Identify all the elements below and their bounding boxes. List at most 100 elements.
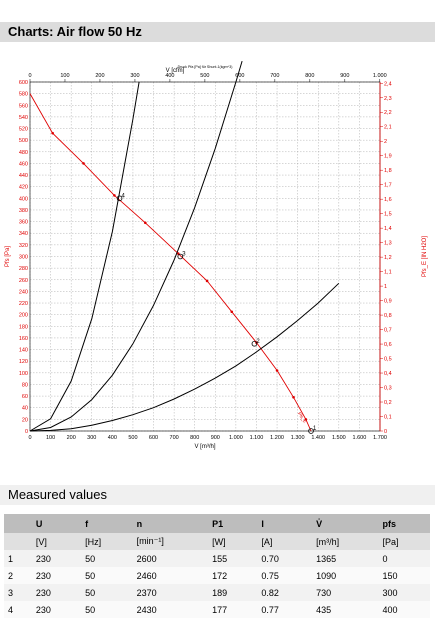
table-cell: 177 [208, 601, 258, 618]
table-cell: 230 [31, 584, 82, 601]
table-cell: 0 [378, 550, 430, 567]
air-flow-chart: Druck Pfa [Pa] für Shunt-1(kgm^3)0204060… [5, 60, 428, 450]
fan-curve-marker [82, 162, 85, 165]
x-tick-label-top: 600 [235, 73, 244, 79]
table-cell: 0.70 [257, 550, 313, 567]
y-tick-label-right: 0,4 [384, 371, 392, 377]
y-tick-label-left: 40 [22, 406, 28, 412]
unit-cell: [V] [31, 533, 82, 550]
table-cell: 400 [378, 601, 430, 618]
x-tick-label-bottom: 1.700 [373, 435, 387, 441]
y-tick-label-right: 0,5 [384, 357, 392, 363]
header-cell-voltage: U [31, 514, 82, 533]
section-title: Charts: Air flow 50 Hz [8, 24, 142, 39]
fan-curve-marker [113, 194, 116, 197]
operating-point-label: 1 [313, 426, 317, 432]
unit-cell: [Pa] [378, 533, 430, 550]
curve-annotation: Pfs_E [297, 411, 308, 424]
y-axis-label-right: Pfs_E [IN H2O] [422, 236, 428, 277]
table-cell: 1 [4, 550, 32, 567]
y-tick-label-right: 0,1 [384, 415, 392, 421]
y-tick-label-right: 0,9 [384, 299, 392, 305]
y-tick-label-right: 1 [384, 284, 387, 290]
header-cell-power: P1 [208, 514, 258, 533]
table-cell: 300 [378, 584, 430, 601]
unit-cell: [A] [257, 533, 313, 550]
unit-cell: [Hz] [81, 533, 133, 550]
y-tick-label-left: 260 [19, 278, 28, 284]
operating-point-label: 2 [256, 339, 260, 345]
y-tick-label-left: 500 [19, 138, 28, 144]
y-tick-label-left: 280 [19, 266, 28, 272]
header-cell-current: I [257, 514, 313, 533]
x-tick-label-bottom: 300 [87, 435, 96, 441]
y-tick-label-right: 2,3 [384, 96, 392, 102]
y-tick-label-left: 60 [22, 394, 28, 400]
x-tick-label-bottom: 700 [170, 435, 179, 441]
x-tick-label-top: 1.000 [373, 73, 387, 79]
chart-title: Druck Pfa [Pa] für Shunt-1(kgm^3) [178, 65, 233, 69]
table-cell: 730 [312, 584, 379, 601]
table-row: 2 230 50 2460 172 0.75 1090 150 [4, 567, 430, 584]
table-cell: 3 [4, 584, 32, 601]
table-cell: 2430 [132, 601, 209, 618]
operating-point-label: 4 [122, 193, 126, 199]
y-tick-label-right: 1,4 [384, 226, 392, 232]
fan-curve-line [29, 93, 312, 432]
y-tick-label-left: 240 [19, 289, 28, 295]
table-cell: 230 [31, 550, 82, 567]
y-tick-label-left: 440 [19, 173, 28, 179]
header-cell-frequency: f [81, 514, 133, 533]
y-tick-label-right: 1,2 [384, 255, 392, 261]
y-tick-label-left: 580 [19, 92, 28, 98]
table-cell: 230 [31, 601, 82, 618]
y-axis-label-left: Pfs [Pa] [5, 246, 11, 267]
y-tick-label-left: 480 [19, 150, 28, 156]
table-row: 1 230 50 2600 155 0.70 1365 0 [4, 550, 430, 567]
table-header-row: U f n P1 I V̇ pfs [4, 514, 430, 533]
y-tick-label-right: 0 [384, 429, 387, 435]
unit-cell: [m³/h] [312, 533, 379, 550]
table-cell: 2600 [132, 550, 209, 567]
system-curve-line [29, 60, 243, 432]
y-tick-label-right: 1,6 [384, 197, 392, 203]
y-tick-label-left: 80 [22, 382, 28, 388]
x-tick-label-top: 100 [60, 73, 69, 79]
y-tick-label-right: 0,6 [384, 342, 392, 348]
table-cell: 230 [31, 567, 82, 584]
x-tick-label-top: 900 [340, 73, 349, 79]
y-tick-label-left: 400 [19, 196, 28, 202]
system-curve-line [29, 81, 140, 432]
y-tick-label-left: 420 [19, 185, 28, 191]
y-tick-label-left: 340 [19, 231, 28, 237]
table-cell: 2460 [132, 567, 209, 584]
x-tick-label-bottom: 600 [149, 435, 158, 441]
table-cell: 50 [81, 584, 133, 601]
table-cell: 0.82 [257, 584, 313, 601]
y-tick-label-left: 20 [22, 417, 28, 423]
y-tick-label-left: 160 [19, 336, 28, 342]
fan-curve-marker [51, 131, 54, 135]
y-tick-label-right: 2,4 [384, 81, 392, 87]
header-cell-index [4, 514, 32, 533]
table-cell: 435 [312, 601, 379, 618]
y-tick-label-left: 600 [19, 80, 28, 86]
fan-curve-marker [292, 395, 295, 399]
fan-curve-marker [143, 221, 147, 225]
x-tick-label-bottom: 1.100 [250, 435, 264, 441]
x-tick-label-bottom: 1.200 [270, 435, 284, 441]
y-tick-label-left: 0 [25, 429, 28, 435]
y-tick-label-right: 1,9 [384, 154, 392, 160]
x-tick-label-top: 400 [165, 73, 174, 79]
x-tick-label-bottom: 1.300 [291, 435, 305, 441]
x-tick-label-top: 800 [305, 73, 314, 79]
table-cell: 172 [208, 567, 258, 584]
y-tick-label-right: 0,2 [384, 400, 392, 406]
x-tick-label-bottom: 1.400 [311, 435, 325, 441]
x-tick-label-bottom: 100 [46, 435, 55, 441]
operating-point-marker [251, 340, 258, 347]
y-tick-label-left: 320 [19, 243, 28, 249]
y-tick-label-right: 1,8 [384, 168, 392, 174]
table-cell: 189 [208, 584, 258, 601]
table-cell: 150 [378, 567, 430, 584]
